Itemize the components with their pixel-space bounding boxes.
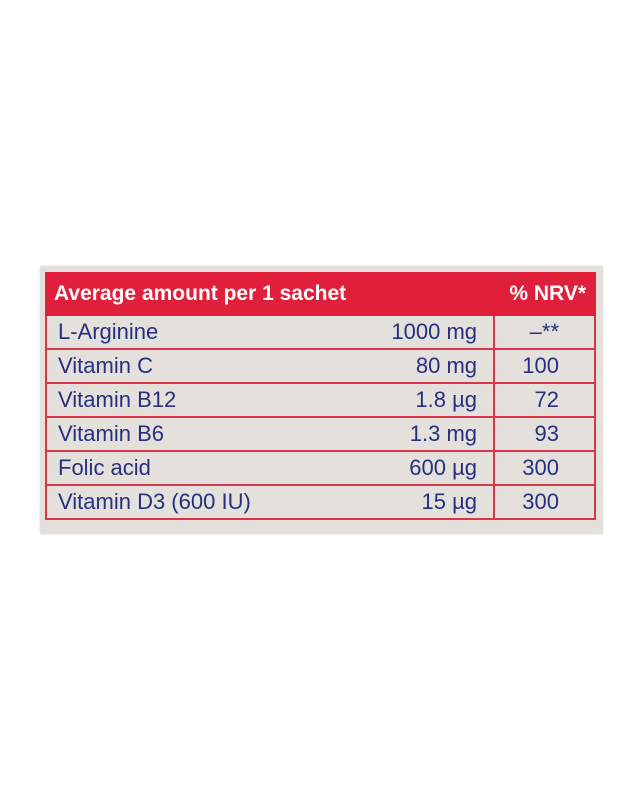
- table-row: Vitamin D3 (600 IU) 15 µg 300: [45, 485, 597, 520]
- nutrient-nrv: 300: [494, 451, 597, 486]
- nutrient-name: L-Arginine: [45, 315, 346, 350]
- header-nrv-label: % NRV*: [493, 272, 597, 316]
- nutrient-amount: 1.8 µg: [346, 383, 496, 418]
- nutrient-nrv: 300: [494, 485, 597, 520]
- nutrient-name: Vitamin C: [45, 349, 346, 384]
- nutrition-table: Average amount per 1 sachet % NRV* L-Arg…: [44, 272, 597, 520]
- table-row: Vitamin C 80 mg 100: [45, 349, 597, 384]
- nutrient-nrv: 100: [494, 349, 597, 384]
- nutrition-label-card: Average amount per 1 sachet % NRV* L-Arg…: [40, 266, 603, 534]
- table-row: L-Arginine 1000 mg –**: [45, 315, 597, 350]
- nutrient-name: Vitamin D3 (600 IU): [45, 485, 346, 520]
- table-row: Vitamin B12 1.8 µg 72: [45, 383, 597, 418]
- nutrient-nrv: 93: [494, 417, 597, 452]
- nutrient-amount: 600 µg: [346, 451, 496, 486]
- table-header-row: Average amount per 1 sachet % NRV*: [44, 272, 597, 316]
- header-amount-label: Average amount per 1 sachet: [44, 272, 496, 316]
- table-row: Folic acid 600 µg 300: [45, 451, 597, 486]
- table-row: Vitamin B6 1.3 mg 93: [45, 417, 597, 452]
- nutrient-nrv: 72: [494, 383, 597, 418]
- nutrient-amount: 15 µg: [346, 485, 496, 520]
- nutrient-amount: 1000 mg: [346, 315, 496, 350]
- nutrient-name: Vitamin B12: [45, 383, 346, 418]
- nutrient-name: Folic acid: [45, 451, 346, 486]
- nutrient-nrv: –**: [494, 315, 597, 350]
- nutrient-amount: 80 mg: [346, 349, 496, 384]
- nutrient-amount: 1.3 mg: [346, 417, 496, 452]
- nutrient-name: Vitamin B6: [45, 417, 346, 452]
